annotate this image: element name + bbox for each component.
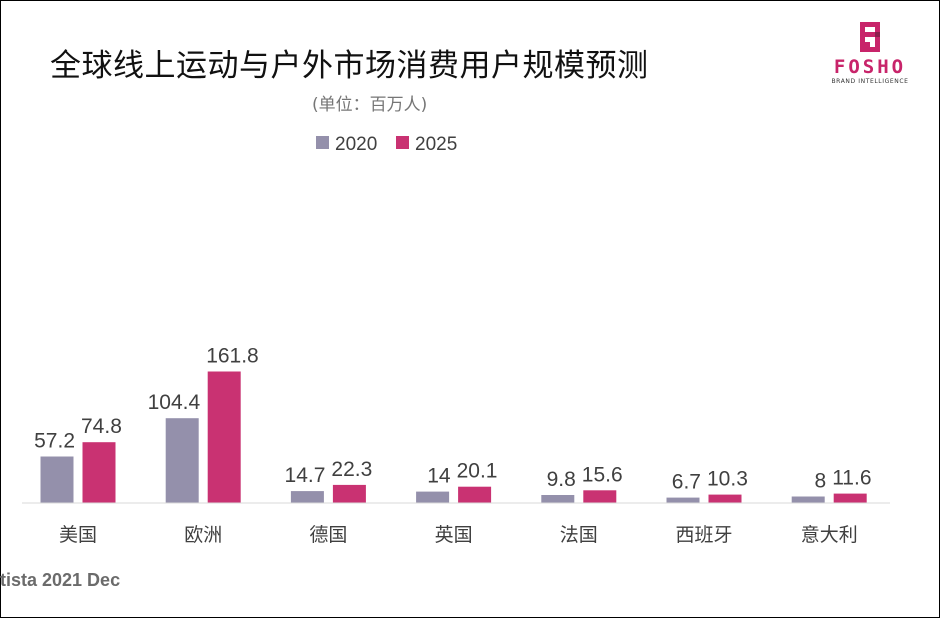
- bar-2025-5: [583, 490, 617, 503]
- value-label-2020-4: 14: [427, 465, 451, 488]
- legend-swatch-2025: [396, 136, 409, 149]
- value-label-2020-2: 104.4: [148, 391, 201, 414]
- bar-2020-6: [666, 497, 700, 503]
- bar-2020-1: [40, 456, 74, 503]
- bar-2025-6: [708, 494, 742, 503]
- category-label-5: 法国: [560, 524, 598, 546]
- value-label-2025-6: 10.3: [707, 468, 748, 491]
- value-label-2025-5: 15.6: [582, 463, 623, 486]
- source-note: tista 2021 Dec: [0, 570, 121, 590]
- value-label-2020-1: 57.2: [34, 430, 75, 453]
- value-label-2020-7: 8: [815, 470, 827, 493]
- bar-2020-5: [541, 495, 575, 503]
- chart-category-labels: 美国 欧洲 德国 英国 法国 西班牙 意大利: [59, 524, 858, 546]
- value-label-2025-4: 20.1: [457, 460, 498, 483]
- logo-wordmark: FOSHO: [833, 56, 907, 78]
- legend-swatch-2020: [316, 136, 329, 149]
- bar-2025-7: [833, 493, 867, 503]
- bar-2020-2: [165, 418, 199, 503]
- category-label-4: 英国: [435, 524, 473, 546]
- value-label-2020-6: 6.7: [672, 471, 701, 494]
- value-label-2025-3: 22.3: [331, 458, 372, 481]
- value-label-2025-7: 11.6: [832, 467, 871, 490]
- bar-2020-3: [290, 491, 324, 503]
- chart-title: 全球线上运动与户外市场消费用户规模预测: [50, 48, 649, 84]
- bar-2025-1: [82, 442, 116, 503]
- category-label-6: 西班牙: [675, 524, 732, 546]
- category-label-7: 意大利: [801, 524, 858, 546]
- category-label-2: 欧洲: [184, 524, 222, 546]
- legend-label-2020: 2020: [335, 134, 377, 155]
- bar-2025-3: [332, 484, 366, 503]
- chart-unit-subtitle: (单位：百万人): [312, 95, 428, 115]
- chart-legend: 2020 2025: [316, 134, 457, 155]
- bar-2025-2: [207, 371, 241, 503]
- value-label-2020-5: 9.8: [547, 468, 576, 491]
- category-label-3: 德国: [309, 524, 347, 546]
- bar-2020-4: [416, 491, 450, 503]
- fosho-logo-icon: [860, 22, 880, 52]
- category-label-1: 美国: [59, 524, 97, 546]
- bar-2025-4: [458, 486, 492, 503]
- value-label-2025-2: 161.8: [206, 345, 259, 368]
- brand-logo: FOSHO BRAND INTELLIGENCE: [820, 20, 920, 90]
- logo-tagline: BRAND INTELLIGENCE: [831, 78, 909, 85]
- value-label-2020-3: 14.7: [285, 464, 326, 487]
- legend-label-2025: 2025: [415, 134, 457, 155]
- chart-bars: [40, 371, 867, 503]
- bar-2020-7: [791, 496, 825, 503]
- value-label-2025-1: 74.8: [81, 415, 122, 438]
